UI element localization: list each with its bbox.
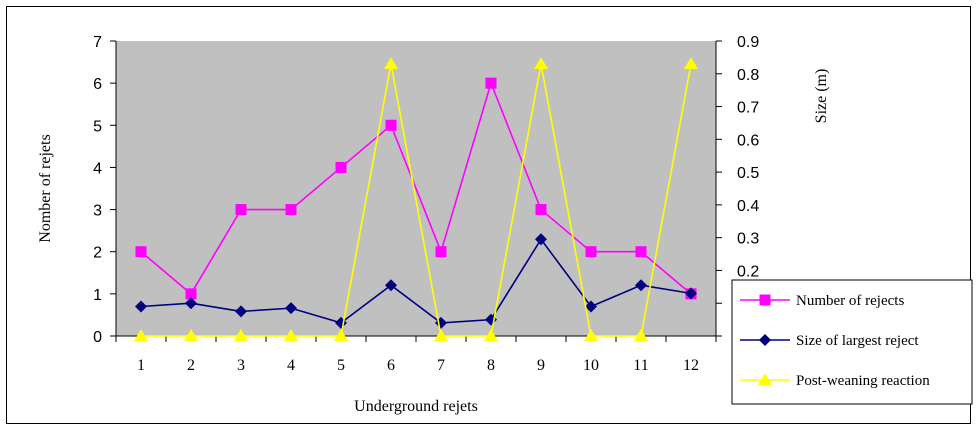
data-point: [384, 56, 398, 69]
data-point: [285, 204, 297, 216]
right-tick-label: 0.2: [737, 263, 759, 280]
y-axis-title: Nomber of rejets: [37, 134, 54, 242]
legend-label: Number of rejects: [796, 293, 904, 309]
x-tick-label: 10: [583, 357, 599, 374]
right-tick-label: 0.3: [737, 231, 759, 248]
left-tick-label: 0: [93, 329, 102, 346]
data-point: [634, 329, 648, 341]
x-tick-label: 6: [387, 357, 395, 374]
legend-label: Post-weaning reaction: [796, 373, 930, 389]
right-tick-label: 0.6: [737, 132, 759, 149]
right-tick-label: 0.9: [737, 34, 759, 51]
series-line: [140, 237, 692, 324]
legend-swatch-marker: [759, 334, 771, 346]
data-point: [185, 288, 197, 300]
data-point: [535, 204, 547, 216]
legend-entry: Number of rejects: [740, 293, 904, 309]
data-point: [184, 329, 198, 341]
left-tick-label: 5: [93, 118, 102, 135]
x-tick-label: 3: [237, 357, 245, 374]
x-tick-label: 8: [487, 357, 495, 374]
data-point: [535, 233, 547, 246]
right-tick-label: 0.7: [737, 100, 759, 117]
left-tick-label: 1: [93, 287, 102, 304]
series-1: [135, 77, 697, 300]
series-line: [141, 63, 692, 337]
right-tick-label: 0.8: [737, 67, 759, 84]
x-tick-label: 11: [633, 357, 648, 374]
data-point: [635, 279, 647, 292]
data-point: [635, 246, 647, 258]
legend-entry: Size of largest reject: [740, 333, 919, 349]
bottom-axis: 1 2 3 4 5 6 7 8 9 10 11 12: [115, 335, 717, 374]
legend-swatch-marker: [758, 373, 772, 385]
data-point: [434, 329, 448, 341]
data-point: [585, 300, 597, 313]
legend-label: Size of largest reject: [796, 333, 919, 349]
data-point: [485, 77, 497, 89]
x-tick-label: 4: [287, 357, 295, 374]
data-point: [284, 329, 298, 341]
x-tick-label: 7: [437, 357, 445, 374]
left-tick-label: 2: [93, 245, 102, 262]
left-axis: 0 1 2 3 4 5 6 7: [93, 34, 117, 346]
data-point: [584, 329, 598, 341]
x-tick-label: 2: [187, 357, 195, 374]
legend-swatch-marker: [759, 294, 771, 306]
data-point: [685, 287, 697, 300]
data-point: [134, 329, 148, 341]
data-point: [235, 204, 247, 216]
right-tick-label: 0.4: [737, 198, 759, 215]
left-tick-label: 3: [93, 203, 102, 220]
legend-entry: Post-weaning reaction: [740, 373, 930, 389]
series-layer: [134, 56, 698, 341]
data-point: [135, 246, 147, 258]
series-line: [140, 80, 692, 296]
data-point: [335, 161, 347, 173]
data-point: [534, 56, 548, 69]
data-point: [484, 329, 498, 341]
data-point: [234, 329, 248, 341]
y2-axis-title: Size (m): [813, 69, 830, 124]
right-tick-label: 0.5: [737, 165, 759, 182]
data-point: [135, 300, 147, 313]
x-tick-label: 9: [537, 357, 545, 374]
data-point: [385, 279, 397, 292]
data-point: [235, 305, 247, 318]
data-point: [684, 56, 698, 69]
data-point: [285, 302, 297, 315]
data-point: [585, 246, 597, 258]
x-tick-label: 1: [137, 357, 145, 374]
data-point: [185, 297, 197, 310]
series-3: [134, 56, 698, 341]
left-tick-label: 4: [93, 160, 102, 177]
data-point: [334, 329, 348, 341]
x-tick-label: 12: [683, 357, 699, 374]
left-tick-label: 6: [93, 76, 102, 93]
left-tick-label: 7: [93, 34, 102, 51]
legend: Number of rejects Size of largest reject P…: [731, 279, 973, 405]
x-axis-title: Underground rejets: [354, 398, 478, 415]
x-tick-label: 5: [337, 357, 345, 374]
data-point: [385, 119, 397, 131]
data-point: [435, 246, 447, 258]
